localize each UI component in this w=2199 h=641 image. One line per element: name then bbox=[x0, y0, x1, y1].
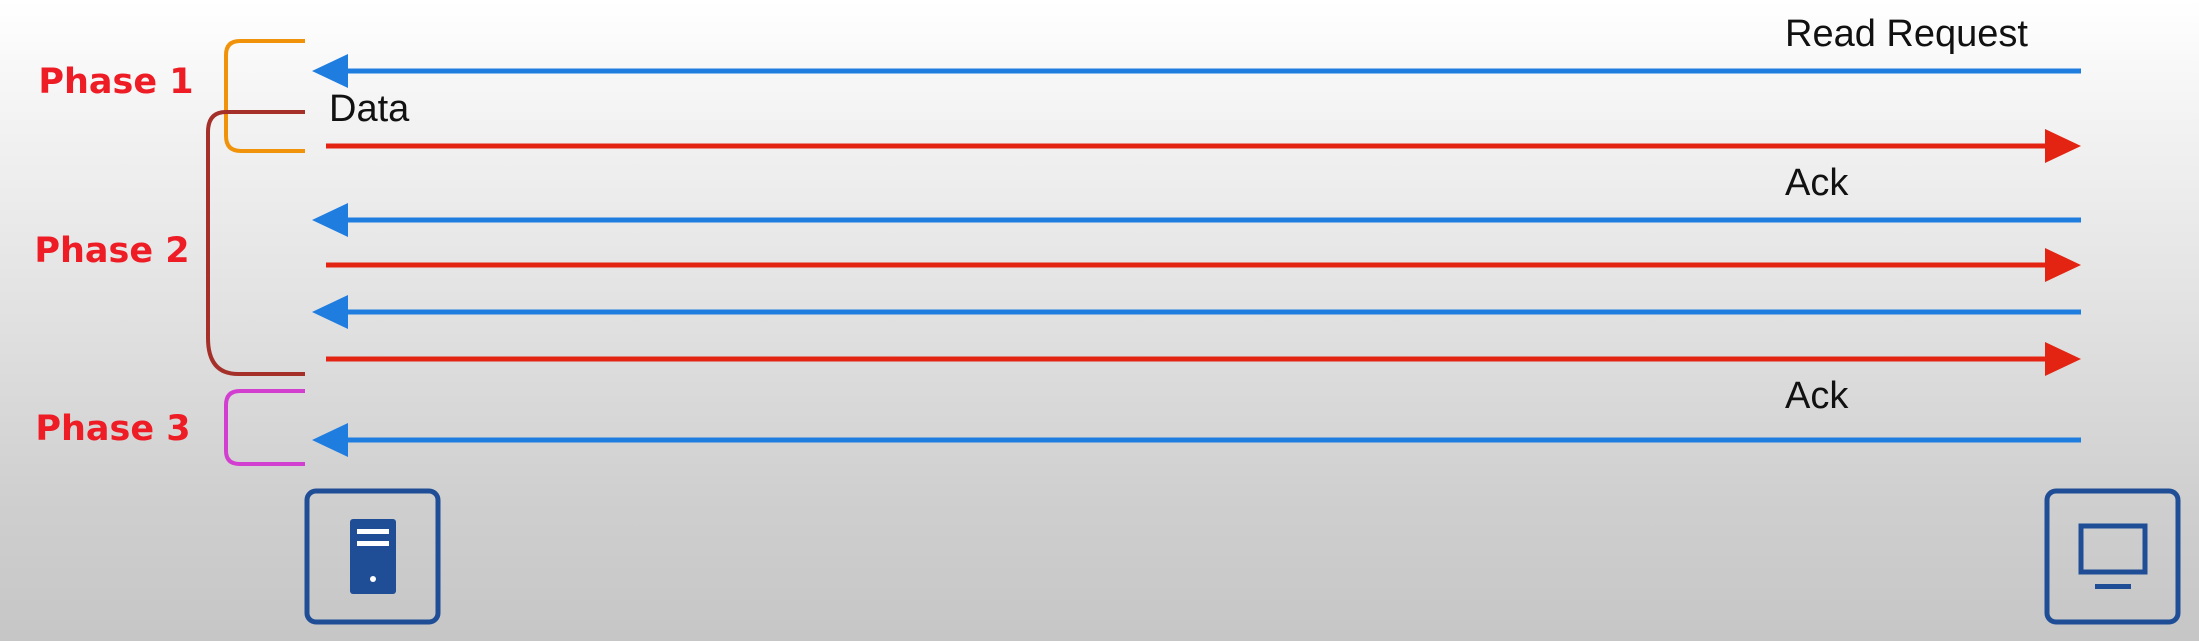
ack-arrow bbox=[312, 203, 2081, 237]
data-arrow bbox=[326, 129, 2081, 163]
phase-3-label: Phase 3 bbox=[35, 409, 190, 449]
data-label: Data bbox=[329, 88, 410, 130]
ack-label: Ack bbox=[1785, 162, 1849, 204]
phase-1-bracket bbox=[224, 39, 305, 153]
phase-2-label: Phase 2 bbox=[34, 231, 189, 271]
data-arrow bbox=[326, 342, 2081, 376]
phase-3-bracket bbox=[224, 389, 305, 466]
read-request-arrow bbox=[312, 54, 2081, 88]
phase-2-bracket bbox=[206, 110, 305, 376]
data-arrow bbox=[326, 248, 2081, 282]
ack-arrow bbox=[312, 295, 2081, 329]
server-icon bbox=[304, 488, 441, 625]
computer-monitor-icon bbox=[2044, 488, 2181, 625]
final-ack-label: Ack bbox=[1785, 375, 1849, 417]
read-request-label: Read Request bbox=[1785, 13, 2028, 55]
final-ack-arrow bbox=[312, 423, 2081, 457]
phase-1-label: Phase 1 bbox=[38, 62, 193, 102]
